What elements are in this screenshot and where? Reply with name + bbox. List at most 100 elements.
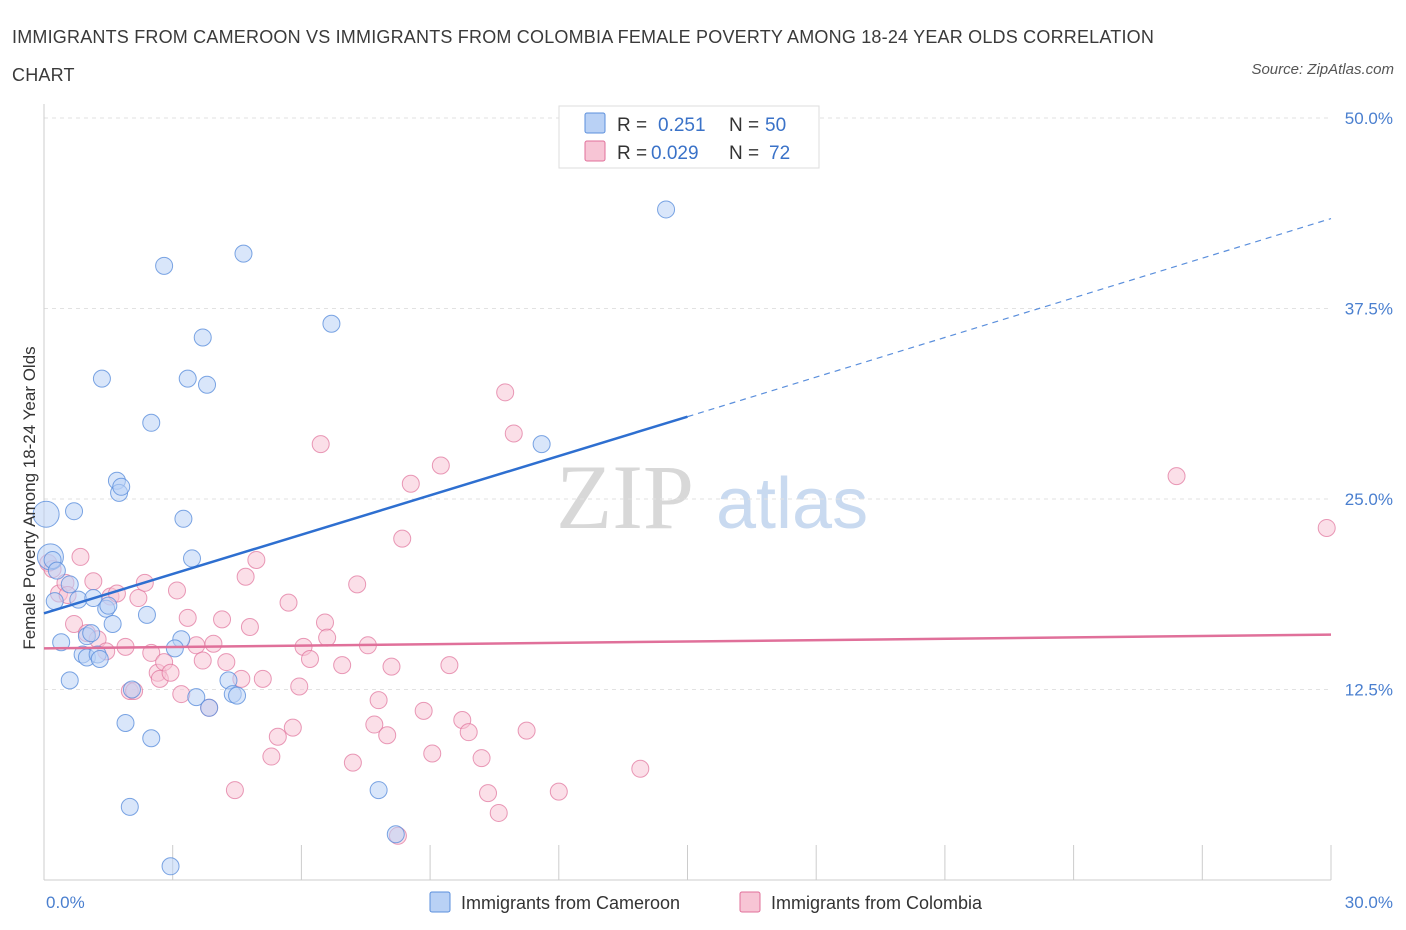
cameroon-point-45 [369, 781, 388, 800]
cameroon-point-34 [178, 369, 197, 388]
y-tick-label-2: 37.5% [1345, 300, 1393, 319]
colombia-point-38 [262, 747, 281, 766]
bottom-legend-swatch-colombia [739, 891, 761, 913]
colombia-point-36 [247, 550, 266, 569]
cameroon-point-37 [193, 328, 212, 347]
cameroon-point-35 [183, 549, 202, 568]
colombia-point-29 [204, 634, 223, 653]
x-tick-label-1: 30.0% [1345, 893, 1393, 912]
colombia-point-6 [71, 547, 90, 566]
y-tick-label-3: 50.0% [1345, 109, 1393, 128]
cameroon-point-6 [60, 671, 79, 690]
cameroon-trend-extension [687, 218, 1332, 418]
colombia-point-26 [187, 636, 206, 655]
grid-lines [44, 117, 1331, 690]
colombia-point-70 [517, 721, 536, 740]
colombia-point-34 [236, 567, 255, 586]
colombia-point-18 [142, 643, 161, 662]
colombia-point-8 [84, 572, 103, 591]
tick-labels: 12.5% 25.0% 37.5% 50.0% 0.0% 30.0% [46, 109, 1393, 912]
cameroon-point-17 [92, 369, 111, 388]
cameroon-point-49 [165, 639, 184, 658]
legend-swatch-colombia [584, 140, 606, 162]
bottom-legend-cameroon: Immigrants from Cameroon [461, 893, 680, 913]
bottom-legend-swatch-cameroon [429, 891, 451, 913]
colombia-point-32 [225, 781, 244, 800]
colombia-point-66 [479, 784, 498, 803]
legend-n-colombia: 72 [769, 143, 790, 164]
cameroon-point-39 [200, 698, 219, 717]
colombia-point-53 [369, 691, 388, 710]
colombia-point-39 [268, 727, 287, 746]
colombia-point-61 [431, 456, 450, 475]
x-tick-label-0: 0.0% [46, 893, 85, 912]
bottom-legend: Immigrants from Cameroon Immigrants from… [429, 891, 983, 913]
colombia-point-31 [217, 653, 236, 672]
cameroon-point-42 [228, 686, 247, 705]
cameroon-point-0 [32, 500, 60, 528]
source-label: Source: ZipAtlas.com [1251, 61, 1394, 78]
colombia-point-22 [161, 663, 180, 682]
colombia-point-44 [300, 650, 319, 669]
colombia-point-57 [393, 529, 412, 548]
cameroon-point-20 [103, 614, 122, 633]
legend-n-label-cameroon: N = [729, 115, 759, 136]
cameroon-point-24 [116, 714, 135, 733]
legend-r-label-cameroon: R = [617, 115, 647, 136]
colombia-point-52 [365, 715, 384, 734]
colombia-point-59 [414, 701, 433, 720]
colombia-point-40 [279, 593, 298, 612]
cameroon-point-26 [122, 680, 141, 699]
cameroon-point-5 [52, 633, 71, 652]
cameroon-point-28 [142, 413, 161, 432]
colombia-point-5 [65, 614, 84, 633]
colombia-point-47 [318, 628, 337, 647]
colombia-point-58 [401, 474, 420, 493]
cameroon-point-31 [161, 857, 180, 876]
cameroon-point-36 [187, 688, 206, 707]
legend-r-cameroon: 0.251 [658, 115, 706, 136]
colombia-point-25 [178, 608, 197, 627]
cameroon-point-46 [386, 825, 405, 844]
colombia-trend-line [43, 633, 1332, 650]
cameroon-point-47 [532, 435, 551, 454]
colombia-point-16 [129, 589, 148, 608]
colombia-point-42 [290, 677, 309, 696]
colombia-point-23 [167, 581, 186, 600]
colombia-point-27 [193, 651, 212, 670]
legend-n-cameroon: 50 [765, 115, 786, 136]
legend-n-label-colombia: N = [729, 143, 759, 164]
chart-title: IMMIGRANTS FROM CAMEROON VS IMMIGRANTS F… [12, 27, 1155, 85]
colombia-point-71 [549, 782, 568, 801]
colombia-point-72 [631, 759, 650, 778]
colombia-point-30 [213, 610, 232, 629]
legend-r-colombia: 0.029 [651, 143, 699, 164]
colombia-point-69 [504, 424, 523, 443]
top-legend: R = 0.251 N = 50 R = 0.029 N = 72 [558, 105, 820, 169]
cameroon-point-43 [234, 244, 253, 263]
cameroon-point-29 [142, 729, 161, 748]
colombia-point-62 [440, 656, 459, 675]
colombia-point-41 [283, 718, 302, 737]
y-axis-title: Female Poverty Among 18-24 Year Olds [20, 346, 39, 649]
cameroon-point-16 [90, 650, 109, 669]
cameroon-point-4 [47, 561, 66, 580]
y-tick-label-1: 25.0% [1345, 490, 1393, 509]
cameroon-point-19 [99, 596, 118, 615]
colombia-point-65 [472, 749, 491, 768]
watermark-zip: ZIP [556, 446, 694, 548]
bottom-legend-colombia: Immigrants from Colombia [771, 893, 983, 913]
colombia-point-74 [1317, 518, 1336, 537]
colombia-point-37 [253, 669, 272, 688]
colombia-point-55 [382, 657, 401, 676]
cameroon-point-7 [60, 575, 79, 594]
colombia-point-50 [348, 575, 367, 594]
legend-r-label-colombia: R = [617, 143, 647, 164]
colombia-point-49 [343, 753, 362, 772]
cameroon-point-33 [174, 509, 193, 528]
colombia-point-54 [378, 726, 397, 745]
colombia-point-24 [172, 685, 191, 704]
cameroon-point-25 [120, 797, 139, 816]
colombia-point-48 [333, 656, 352, 675]
